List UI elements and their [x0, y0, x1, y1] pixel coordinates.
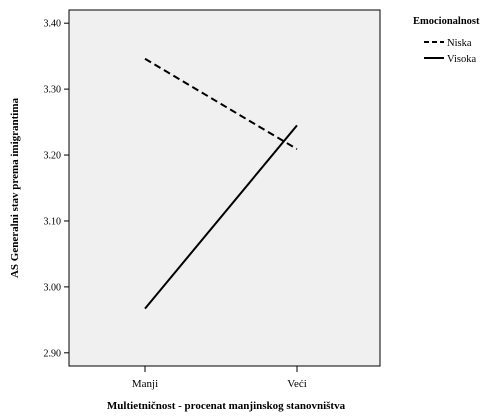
legend-label-visoka: Visoka [447, 54, 476, 65]
y-axis-title: AS Generalni stav prema imigrantima [9, 97, 21, 278]
legend: Emocionalnost Niska Visoka [413, 16, 480, 65]
series-line-visoka [144, 124, 298, 310]
y-tick-label: 3.10 [44, 216, 62, 227]
x-axis-title: Multietničnost - procenat manjinskog sta… [107, 400, 346, 412]
y-tick-label: 3.30 [44, 85, 62, 96]
series-layer [144, 57, 298, 310]
plot-area [68, 9, 381, 367]
x-tick-label: Manji [132, 378, 158, 390]
y-tick-label: 2.90 [44, 348, 62, 359]
x-tick-label: Veći [287, 378, 307, 390]
legend-title: Emocionalnost [413, 16, 480, 27]
x-axis: Manji Veći [132, 366, 307, 390]
legend-label-niska: Niska [447, 38, 472, 49]
y-tick-label: 3.00 [44, 282, 62, 293]
series-line-niska [144, 57, 298, 150]
y-tick-label: 3.20 [44, 151, 62, 162]
y-tick-label: 3.40 [44, 19, 62, 30]
y-axis: 2.90 3.00 3.10 3.20 3.30 3.40 [44, 19, 69, 359]
